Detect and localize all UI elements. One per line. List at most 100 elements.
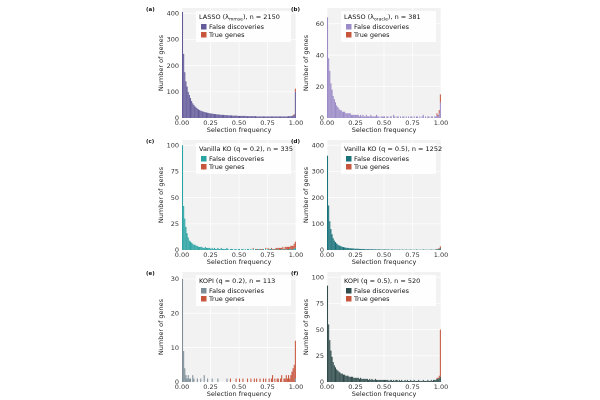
y-tick-label: 0 bbox=[320, 246, 324, 254]
bar-false-discoveries bbox=[291, 115, 293, 118]
bar-false-discoveries bbox=[267, 116, 269, 118]
bar-false-discoveries bbox=[437, 116, 439, 118]
bar-false-discoveries bbox=[338, 108, 340, 118]
bar-false-discoveries bbox=[207, 247, 209, 250]
bar-true-genes bbox=[270, 247, 272, 249]
bar-false-discoveries bbox=[389, 379, 391, 382]
panel-c: 0.00 0.25 0.50 0.75 1.00 0 25 50 75 100 Selection … bbox=[146, 139, 303, 266]
x-tick-label: 0.75 bbox=[260, 251, 274, 259]
bar-false-discoveries bbox=[438, 113, 440, 118]
bar-false-discoveries bbox=[417, 116, 419, 118]
panel-d: 0.00 0.25 0.50 0.75 1.00 0 100 200 300 400 Selecti… bbox=[291, 139, 448, 266]
bar-false-discoveries bbox=[183, 206, 185, 250]
bar-false-discoveries bbox=[229, 248, 231, 250]
bar-false-discoveries bbox=[353, 377, 355, 382]
bar-false-discoveries bbox=[258, 248, 260, 250]
legend-label-false-discoveries: False discoveries bbox=[354, 287, 410, 295]
bar-false-discoveries bbox=[258, 116, 260, 118]
bar-false-discoveries bbox=[354, 248, 356, 250]
bar-false-discoveries bbox=[213, 114, 215, 118]
bar-false-discoveries bbox=[349, 248, 351, 250]
bar-false-discoveries bbox=[227, 248, 229, 250]
bar-false-discoveries bbox=[205, 112, 207, 118]
y-tick-label: 300 bbox=[312, 168, 324, 176]
x-tick-label: 0.25 bbox=[348, 251, 362, 259]
x-tick-label: 0.50 bbox=[377, 251, 391, 259]
y-tick-label: 0 bbox=[175, 378, 179, 386]
bar-false-discoveries bbox=[342, 247, 344, 250]
bar-false-discoveries bbox=[262, 116, 264, 118]
bar-false-discoveries bbox=[201, 111, 203, 118]
bar-false-discoveries bbox=[189, 378, 192, 382]
bar-false-discoveries bbox=[186, 86, 188, 118]
bar-false-discoveries bbox=[218, 248, 220, 250]
bar-false-discoveries bbox=[438, 248, 440, 250]
bar-false-discoveries bbox=[337, 370, 339, 382]
bar-false-discoveries bbox=[187, 91, 189, 118]
bar-false-discoveries bbox=[362, 378, 364, 382]
bar-false-discoveries bbox=[372, 249, 374, 250]
bar-false-discoveries bbox=[352, 376, 354, 382]
x-tick-label: 0.75 bbox=[260, 383, 274, 391]
bar-false-discoveries bbox=[334, 242, 337, 250]
bar-false-discoveries bbox=[260, 248, 262, 250]
bar-false-discoveries bbox=[202, 111, 204, 118]
bar-false-discoveries bbox=[347, 247, 349, 250]
bar-false-discoveries bbox=[340, 246, 342, 250]
bar-false-discoveries bbox=[364, 116, 366, 118]
legend-swatch-false-discoveries bbox=[346, 24, 352, 30]
bar-false-discoveries bbox=[289, 248, 291, 250]
bar-false-discoveries bbox=[353, 114, 355, 118]
bar-false-discoveries bbox=[237, 115, 239, 118]
y-tick-label: 75 bbox=[316, 300, 324, 308]
bar-false-discoveries bbox=[386, 249, 388, 250]
x-tick-label: 0.25 bbox=[348, 119, 362, 127]
bar-true-genes bbox=[235, 378, 237, 382]
bar-false-discoveries bbox=[275, 248, 277, 250]
x-axis-label: Selection frequency bbox=[352, 390, 417, 398]
bar-false-discoveries bbox=[352, 114, 354, 118]
bar-false-discoveries bbox=[349, 113, 351, 118]
bar-false-discoveries bbox=[288, 116, 290, 118]
y-tick-label: 200 bbox=[167, 62, 179, 70]
bar-false-discoveries bbox=[192, 375, 194, 382]
bar-false-discoveries bbox=[241, 115, 243, 118]
bar-false-discoveries bbox=[402, 116, 404, 118]
bar-false-discoveries bbox=[286, 248, 288, 250]
bar-false-discoveries bbox=[428, 380, 430, 382]
bar-false-discoveries bbox=[402, 249, 404, 250]
bar-false-discoveries bbox=[370, 249, 372, 250]
bar-false-discoveries bbox=[361, 116, 363, 118]
bar-false-discoveries bbox=[356, 377, 358, 382]
bar-false-discoveries bbox=[401, 379, 403, 382]
legend-swatch-true-genes bbox=[346, 164, 352, 170]
y-axis-label: Number of genes bbox=[157, 34, 165, 91]
bar-false-discoveries bbox=[390, 116, 392, 118]
bar-false-discoveries bbox=[208, 247, 210, 250]
bar-false-discoveries bbox=[225, 115, 227, 118]
bar-true-genes bbox=[288, 375, 290, 382]
bar-false-discoveries bbox=[386, 116, 388, 118]
bar-true-genes bbox=[286, 378, 288, 382]
legend-label-true-genes: True genes bbox=[208, 31, 245, 39]
x-tick-label: 0.75 bbox=[405, 119, 419, 127]
bar-true-genes bbox=[246, 378, 249, 382]
bar-false-discoveries bbox=[360, 114, 362, 118]
bar-false-discoveries bbox=[277, 248, 279, 250]
panel-a: 0.00 0.25 0.50 0.75 1.00 0 100 200 300 400 Selecti… bbox=[146, 7, 303, 134]
bar-false-discoveries bbox=[381, 249, 383, 250]
y-tick-label: 30 bbox=[171, 275, 179, 283]
bar-false-discoveries bbox=[216, 248, 218, 250]
bar-false-discoveries bbox=[374, 116, 376, 118]
panel-title: LASSO (λmmse), n = 2150 bbox=[199, 13, 280, 23]
bar-false-discoveries bbox=[257, 116, 259, 118]
bar-false-discoveries bbox=[336, 105, 338, 118]
bar-false-discoveries bbox=[386, 379, 388, 382]
x-tick-label: 1.00 bbox=[289, 119, 303, 127]
panel-title-main: LASSO (λ bbox=[344, 13, 374, 21]
bar-true-genes bbox=[268, 378, 270, 382]
bar-false-discoveries bbox=[221, 248, 223, 250]
bar-false-discoveries bbox=[217, 378, 219, 382]
bar-false-discoveries bbox=[357, 248, 359, 250]
bar-true-genes bbox=[274, 378, 276, 382]
